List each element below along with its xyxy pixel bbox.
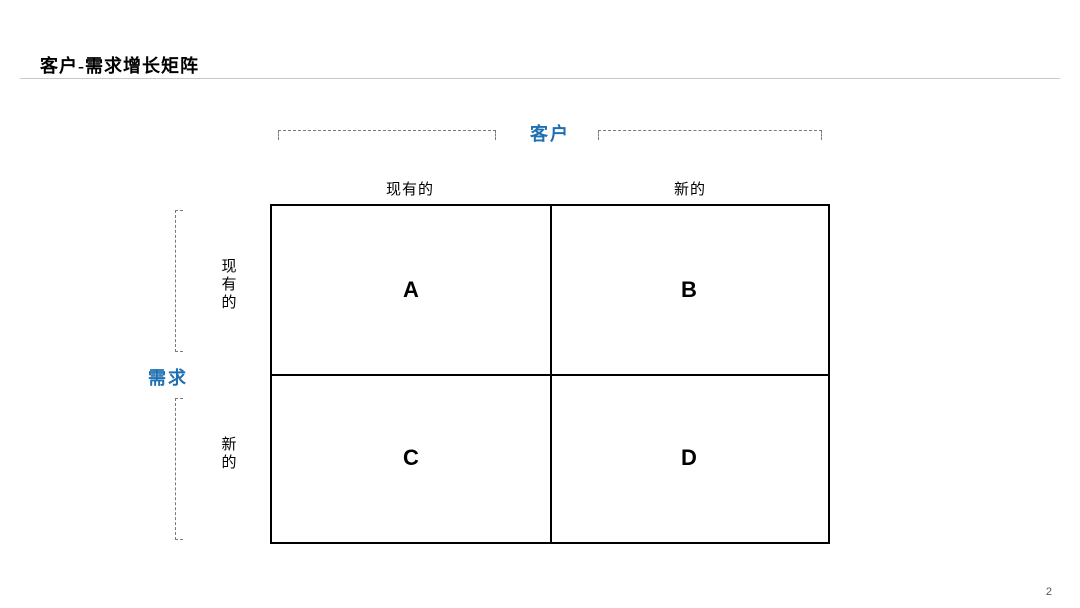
y-axis-title: 需求 bbox=[148, 364, 188, 390]
row-label-char: 的 bbox=[220, 294, 238, 312]
top-bracket-left bbox=[278, 130, 496, 141]
column-label-existing: 现有的 bbox=[270, 178, 550, 199]
column-label-new: 新的 bbox=[550, 178, 830, 199]
row-label-char: 现 bbox=[220, 258, 238, 276]
page-title: 客户-需求增长矩阵 bbox=[40, 52, 199, 78]
matrix-grid: A B C D bbox=[270, 204, 830, 544]
cell-a: A bbox=[272, 206, 550, 374]
cell-d: D bbox=[550, 374, 828, 542]
slide: 客户-需求增长矩阵 客户 现有的 新的 需求 现 有 的 新 的 A B C D… bbox=[0, 0, 1080, 608]
row-label-char: 有 bbox=[220, 276, 238, 294]
left-bracket-upper bbox=[175, 210, 184, 352]
title-rule bbox=[20, 78, 1060, 79]
row-label-char: 新 bbox=[220, 436, 238, 454]
cell-c: C bbox=[272, 374, 550, 542]
row-label-char: 的 bbox=[220, 454, 238, 472]
left-bracket-lower bbox=[175, 398, 184, 540]
row-label-new: 新 的 bbox=[220, 436, 238, 472]
top-bracket-right bbox=[598, 130, 822, 141]
row-label-existing: 现 有 的 bbox=[220, 258, 238, 312]
page-number: 2 bbox=[1046, 586, 1052, 598]
cell-b: B bbox=[550, 206, 828, 374]
